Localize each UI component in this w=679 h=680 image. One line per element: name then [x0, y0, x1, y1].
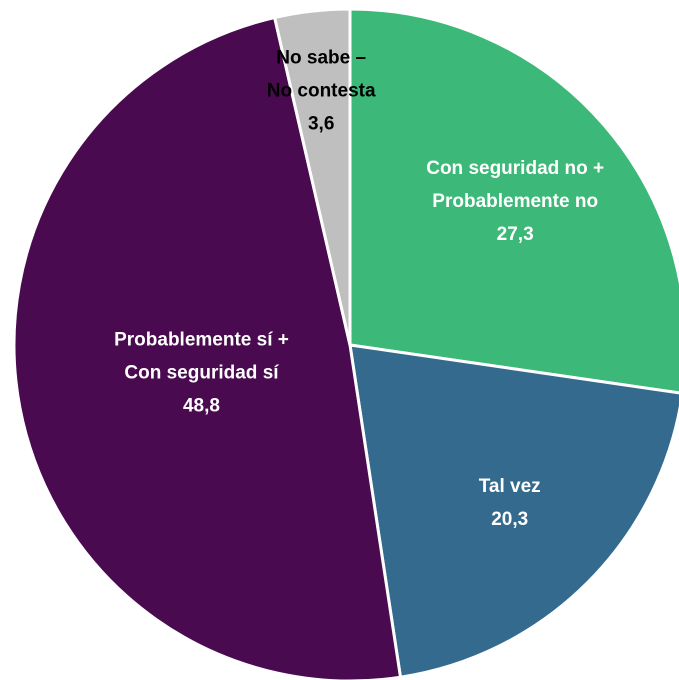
- value-label: 48,8: [183, 395, 220, 416]
- slice-label: No sabe –: [276, 47, 366, 68]
- value-label: 3,6: [308, 113, 334, 134]
- pie-slice: [348, 343, 679, 679]
- slice-label: Tal vez: [479, 476, 541, 497]
- value-label: 20,3: [491, 509, 528, 530]
- slice-label: Probablemente sí +: [114, 329, 289, 350]
- pie-slice: [272, 7, 352, 346]
- slice-label: No contesta: [267, 80, 376, 101]
- slice-label: Con seguridad no +: [426, 158, 604, 179]
- value-label: 27,3: [497, 224, 534, 245]
- slice-label: Con seguridad sí: [124, 362, 279, 383]
- pie-slice: [12, 15, 403, 680]
- slice-label: Probablemente no: [432, 191, 598, 212]
- pie-slice: [348, 7, 679, 395]
